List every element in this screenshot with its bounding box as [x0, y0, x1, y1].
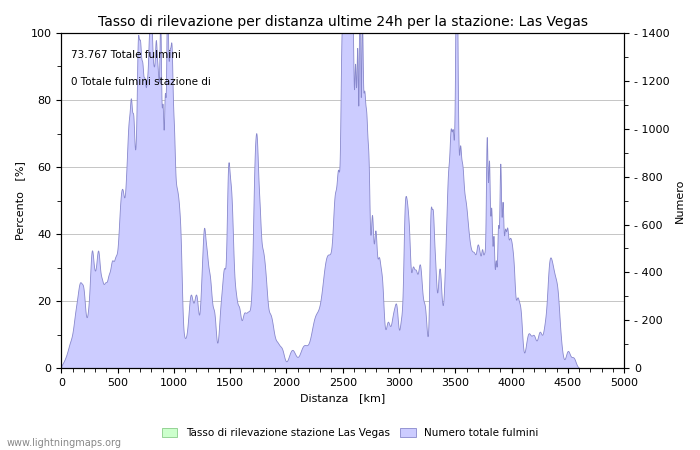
Legend: Tasso di rilevazione stazione Las Vegas, Numero totale fulmini: Tasso di rilevazione stazione Las Vegas,… — [158, 424, 542, 442]
Title: Tasso di rilevazione per distanza ultime 24h per la stazione: Las Vegas: Tasso di rilevazione per distanza ultime… — [98, 15, 588, 29]
X-axis label: Distanza   [km]: Distanza [km] — [300, 393, 385, 404]
Text: 0 Totale fulmini stazione di: 0 Totale fulmini stazione di — [71, 76, 211, 86]
Y-axis label: Numero: Numero — [675, 178, 685, 223]
Y-axis label: Percento   [%]: Percento [%] — [15, 161, 25, 240]
Text: 73.767 Totale fulmini: 73.767 Totale fulmini — [71, 50, 181, 60]
Text: www.lightningmaps.org: www.lightningmaps.org — [7, 438, 122, 448]
